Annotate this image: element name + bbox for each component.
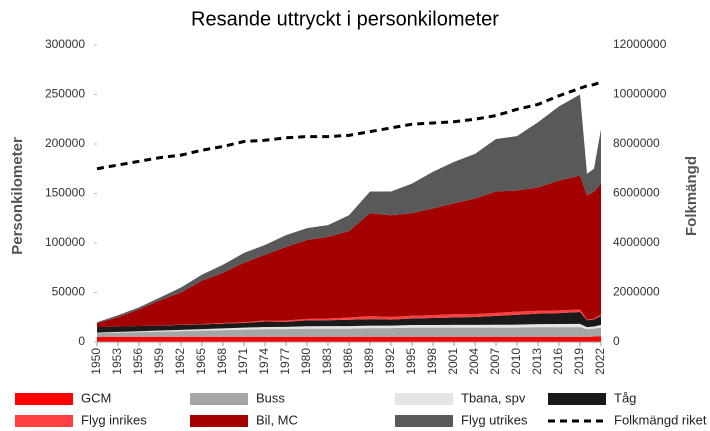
y-tick-label: 250000 (45, 87, 85, 101)
x-tick-label: 2010 (509, 348, 523, 375)
x-tick-label: 1989 (362, 348, 376, 375)
area (97, 336, 601, 342)
x-tick-label: 1962 (173, 348, 187, 375)
x-tick-label: 1968 (215, 348, 229, 375)
chart-title: Resande uttryckt i personkilometer (191, 8, 499, 30)
x-tick-label: 2016 (551, 348, 565, 375)
y2-tick-label: 8000000 (613, 136, 660, 150)
x-tick-label: 1971 (236, 348, 250, 375)
legend-swatch (190, 393, 248, 405)
legend-swatch (395, 393, 453, 405)
y2-axis-title: Folkmängd (683, 156, 700, 236)
legend-swatch (15, 393, 73, 405)
x-tick-label: 1983 (320, 348, 334, 375)
legend-swatch (548, 393, 606, 405)
x-tick-label: 1965 (194, 348, 208, 375)
x-tick-label: 1986 (341, 348, 355, 375)
y2-tick-label: 0 (613, 334, 620, 348)
y-tick-label: 100000 (45, 235, 85, 249)
area (97, 309, 601, 328)
legend-label: GCM (81, 390, 111, 405)
x-tick-label: 1977 (278, 348, 292, 375)
area (97, 312, 601, 333)
x-tick-label: 2001 (446, 348, 460, 375)
x-tick-label: 2019 (572, 348, 586, 375)
y2-tick-label: 2000000 (613, 285, 660, 299)
y2-tick-label: 4000000 (613, 235, 660, 249)
x-tick-label: 1992 (383, 348, 397, 375)
x-tick-label: 1956 (131, 348, 145, 375)
legend-label: Flyg utrikes (461, 412, 528, 427)
x-tick-label: 1950 (89, 348, 103, 375)
y2-tick-label: 6000000 (613, 186, 660, 200)
legend-label: Buss (256, 390, 285, 405)
area (97, 94, 601, 324)
x-tick-label: 2004 (467, 348, 481, 375)
x-tick-label: 1959 (152, 348, 166, 375)
area (97, 327, 601, 338)
line (96, 80, 602, 171)
y-axis-title: Personkilometer (9, 137, 26, 255)
x-tick-label: 1995 (404, 348, 418, 375)
y-tick-label: 0 (78, 334, 85, 348)
y-tick-label: 300000 (45, 37, 85, 51)
legend-label: Tåg (614, 390, 636, 405)
x-tick-label: 1974 (257, 348, 271, 375)
y-tick-label: 150000 (45, 186, 85, 200)
x-tick-label: 1980 (299, 348, 313, 375)
y-tick-label: 50000 (52, 285, 86, 299)
y2-tick-label: 12000000 (613, 37, 667, 51)
area (97, 175, 601, 328)
legend-label: Folkmängd riket (614, 412, 707, 427)
x-tick-label: 1998 (425, 348, 439, 375)
legend-swatch (395, 415, 453, 427)
x-tick-label: 2013 (530, 348, 544, 375)
y-tick-label: 200000 (45, 136, 85, 150)
legend-label: Flyg inrikes (81, 412, 147, 427)
x-tick-label: 2007 (488, 348, 502, 375)
legend-swatch (190, 415, 248, 427)
legend-swatch (15, 415, 73, 427)
x-tick-label: 2022 (593, 348, 607, 375)
area (97, 323, 601, 334)
x-tick-label: 1953 (110, 348, 124, 375)
legend-label: Tbana, spv (461, 390, 526, 405)
y2-tick-label: 10000000 (613, 87, 667, 101)
legend-label: Bil, MC (256, 412, 298, 427)
